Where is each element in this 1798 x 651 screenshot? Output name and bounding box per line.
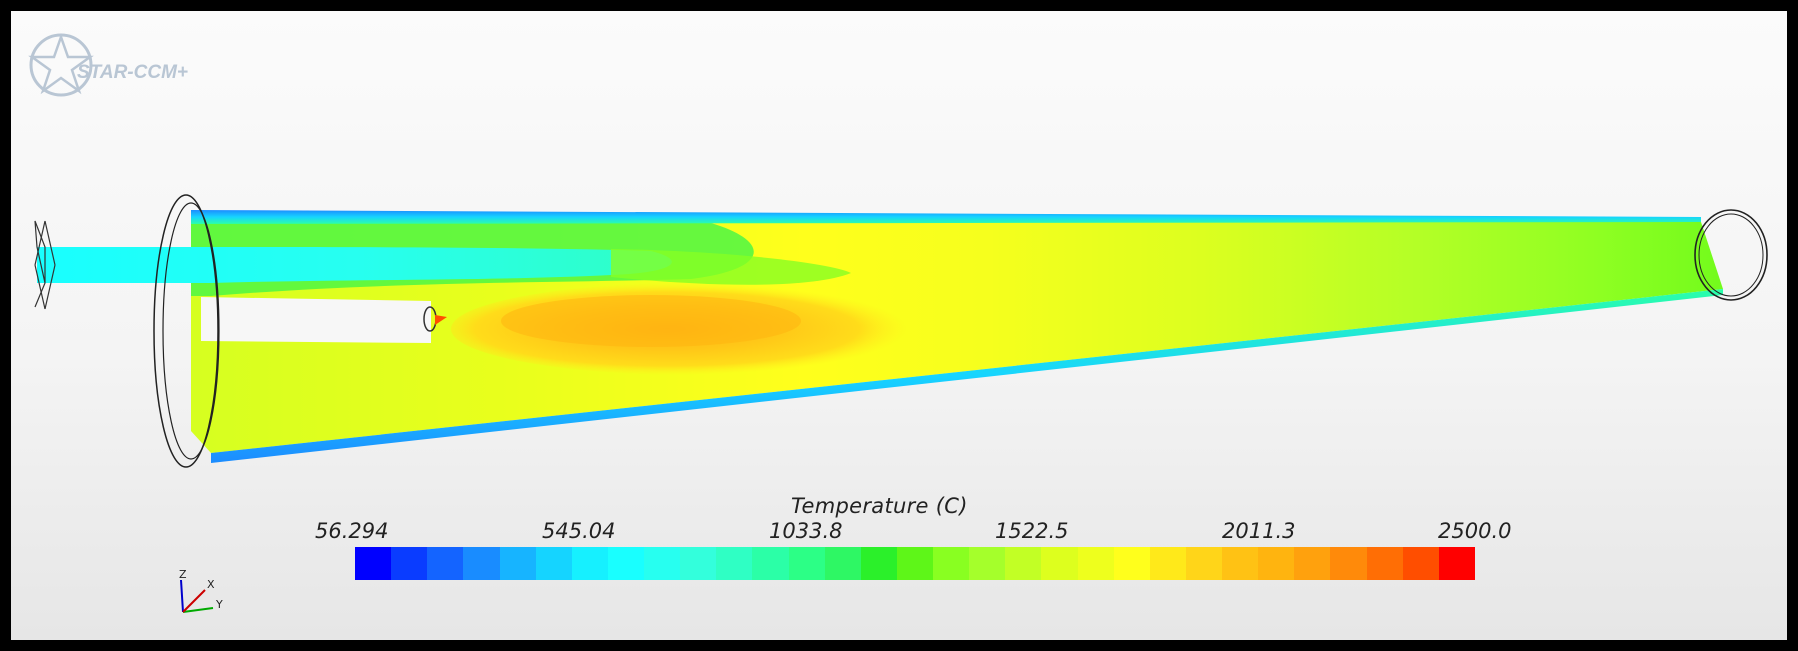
colorbar-segment <box>897 547 933 580</box>
colorbar-segment <box>1005 547 1041 580</box>
jet-gap <box>201 297 431 343</box>
colorbar-segment <box>536 547 572 580</box>
colorbar <box>355 547 1475 580</box>
colorbar-segment <box>500 547 536 580</box>
colorbar-segment <box>391 547 427 580</box>
colorbar-title: Temperature (C) <box>791 494 968 518</box>
colorbar-segment <box>1258 547 1294 580</box>
temperature-contour-scene[interactable] <box>11 11 1787 640</box>
colorbar-segment <box>1439 547 1475 580</box>
colorbar-segment <box>716 547 752 580</box>
colorbar-segment <box>427 547 463 580</box>
colorbar-segment <box>680 547 716 580</box>
colorbar-segment <box>825 547 861 580</box>
colorbar-segment <box>861 547 897 580</box>
colorbar-segment <box>1403 547 1439 580</box>
colorbar-tick-label: 2011.3 <box>1222 519 1295 543</box>
colorbar-segment <box>1222 547 1258 580</box>
colorbar-segment <box>644 547 680 580</box>
viewport[interactable]: STAR-CCM+ <box>11 11 1787 640</box>
colorbar-tick-label: 1522.5 <box>995 519 1068 543</box>
colorbar-segment <box>355 547 391 580</box>
axes-triad: Z X Y <box>161 564 231 624</box>
colorbar-segment <box>1078 547 1114 580</box>
colorbar-segment <box>752 547 788 580</box>
colorbar-segment <box>789 547 825 580</box>
colorbar-tick-label: 2500.0 <box>1438 519 1511 543</box>
colorbar-segment <box>1330 547 1366 580</box>
colorbar-segment <box>933 547 969 580</box>
colorbar-segment <box>608 547 644 580</box>
colorbar-segment <box>1294 547 1330 580</box>
colorbar-tick-label: 545.04 <box>542 519 615 543</box>
colorbar-segment <box>1041 547 1077 580</box>
upper-wall <box>191 210 1701 224</box>
axis-z-label: Z <box>179 568 187 581</box>
colorbar-segment <box>1186 547 1222 580</box>
axis-y-label: Y <box>215 598 223 611</box>
colorbar-segment <box>969 547 1005 580</box>
colorbar-segment <box>1367 547 1403 580</box>
colorbar-tick-label: 56.294 <box>315 519 388 543</box>
colorbar-segment <box>1114 547 1150 580</box>
colorbar-segment <box>572 547 608 580</box>
axis-x-label: X <box>207 578 215 591</box>
colorbar-segment <box>463 547 499 580</box>
colorbar-tick-label: 1033.8 <box>769 519 842 543</box>
colorbar-segment <box>1150 547 1186 580</box>
